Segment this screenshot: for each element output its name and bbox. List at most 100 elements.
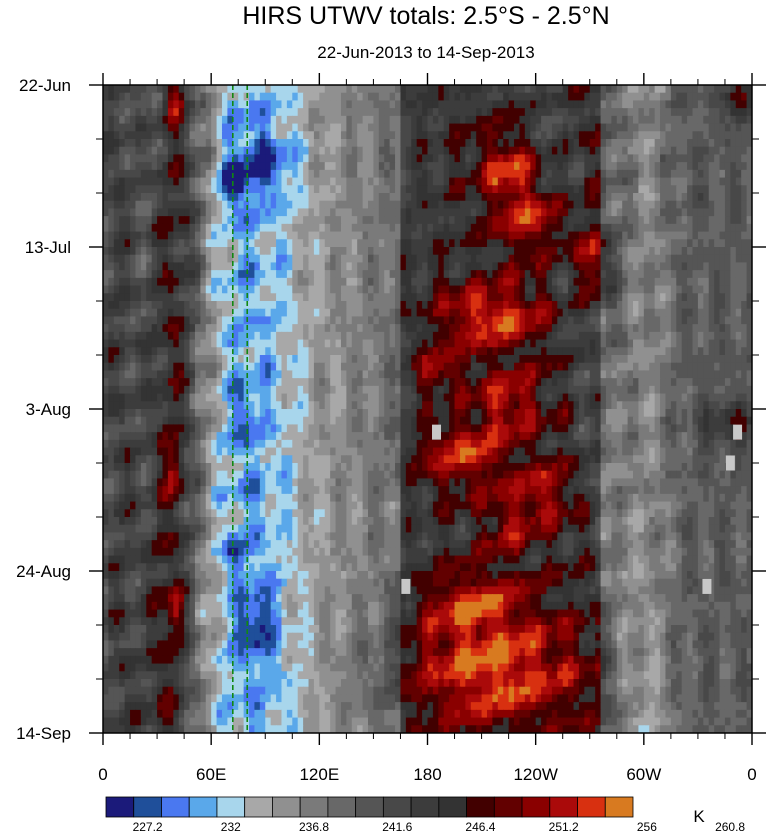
heatmap-cell: [562, 370, 569, 379]
heatmap-cell: [476, 85, 483, 94]
heatmap-cell: [346, 270, 353, 279]
heatmap-cell: [611, 324, 618, 333]
heatmap-cell: [211, 231, 218, 240]
heatmap-cell: [308, 385, 315, 395]
heatmap-cell: [438, 285, 445, 294]
heatmap-cell: [633, 331, 640, 341]
heatmap-cell: [189, 393, 196, 402]
heatmap-cell: [627, 254, 634, 264]
heatmap-cell: [486, 301, 493, 310]
heatmap-cell: [330, 115, 337, 125]
heatmap-cell: [584, 115, 591, 125]
heatmap-cell: [741, 347, 748, 356]
heatmap-cell: [411, 316, 418, 325]
heatmap-cell: [276, 247, 283, 256]
heatmap-cell: [551, 385, 558, 395]
heatmap-cell: [676, 293, 683, 302]
heatmap-cell: [541, 355, 548, 364]
heatmap-cell: [216, 123, 223, 132]
heatmap-cell: [324, 370, 331, 379]
heatmap-cell: [616, 108, 623, 117]
heatmap-cell: [697, 262, 704, 271]
heatmap-cell: [276, 185, 283, 194]
heatmap-cell: [557, 301, 564, 310]
heatmap-cell: [730, 193, 737, 202]
heatmap-cell: [746, 154, 752, 163]
heatmap-cell: [643, 331, 650, 341]
heatmap-cell: [611, 185, 618, 194]
heatmap-cell: [562, 316, 569, 325]
heatmap-cell: [714, 100, 721, 109]
heatmap-cell: [741, 370, 748, 379]
heatmap-cell: [697, 277, 704, 287]
heatmap-cell: [562, 185, 569, 194]
heatmap-cell: [384, 277, 391, 287]
heatmap-cell: [470, 185, 477, 194]
heatmap-cell: [216, 154, 223, 163]
heatmap-cell: [449, 339, 456, 348]
heatmap-cell: [281, 347, 288, 356]
heatmap-cell: [687, 370, 694, 379]
heatmap-cell: [373, 85, 380, 94]
heatmap-cell: [184, 401, 191, 410]
heatmap-cell: [178, 247, 185, 256]
heatmap-cell: [687, 293, 694, 302]
heatmap-cell: [535, 239, 542, 248]
heatmap-cell: [357, 139, 364, 148]
heatmap-cell: [216, 169, 223, 179]
heatmap-cell: [313, 162, 320, 171]
heatmap-cell: [119, 301, 126, 310]
heatmap-cell: [167, 347, 174, 356]
heatmap-cell: [465, 339, 472, 348]
heatmap-cell: [151, 216, 158, 225]
heatmap-cell: [211, 293, 218, 302]
heatmap-cell: [330, 162, 337, 171]
heatmap-cell: [449, 393, 456, 402]
heatmap-cell: [438, 177, 445, 186]
heatmap-cell: [476, 231, 483, 240]
heatmap-cell: [335, 115, 342, 125]
heatmap-cell: [557, 277, 564, 287]
heatmap-cell: [530, 92, 537, 102]
heatmap-cell: [324, 115, 331, 125]
heatmap-cell: [346, 401, 353, 410]
heatmap-cell: [681, 316, 688, 325]
heatmap-cell: [303, 301, 310, 310]
heatmap-cell: [503, 92, 510, 102]
heatmap-cell: [557, 231, 564, 240]
heatmap-cell: [670, 355, 677, 364]
heatmap-cell: [135, 154, 142, 163]
heatmap-cell: [254, 185, 261, 194]
heatmap-cell: [616, 239, 623, 248]
heatmap-cell: [405, 92, 412, 102]
heatmap-cell: [568, 308, 575, 318]
heatmap-cell: [465, 355, 472, 364]
heatmap-cell: [270, 347, 277, 356]
heatmap-cell: [368, 139, 375, 148]
heatmap-cell: [259, 339, 266, 348]
heatmap-cell: [308, 177, 315, 186]
heatmap-cell: [741, 254, 748, 264]
heatmap-cell: [200, 85, 207, 94]
heatmap-cell: [254, 154, 261, 163]
heatmap-cell: [265, 162, 272, 171]
heatmap-cell: [524, 223, 531, 233]
heatmap-cell: [243, 270, 250, 279]
heatmap-cell: [194, 277, 201, 287]
heatmap-cell: [151, 293, 158, 302]
heatmap-cell: [660, 216, 667, 225]
heatmap-cell: [157, 208, 164, 217]
heatmap-cell: [232, 223, 239, 233]
heatmap-cell: [741, 108, 748, 117]
heatmap-cell: [254, 331, 261, 341]
heatmap-cell: [449, 131, 456, 140]
heatmap-cell: [232, 393, 239, 402]
heatmap-cell: [546, 308, 553, 318]
heatmap-cell: [427, 123, 434, 132]
heatmap-cell: [535, 308, 542, 318]
heatmap-cell: [524, 177, 531, 186]
heatmap-cell: [368, 146, 375, 156]
heatmap-cell: [189, 247, 196, 256]
heatmap-cell: [146, 169, 153, 179]
heatmap-cell: [378, 185, 385, 194]
